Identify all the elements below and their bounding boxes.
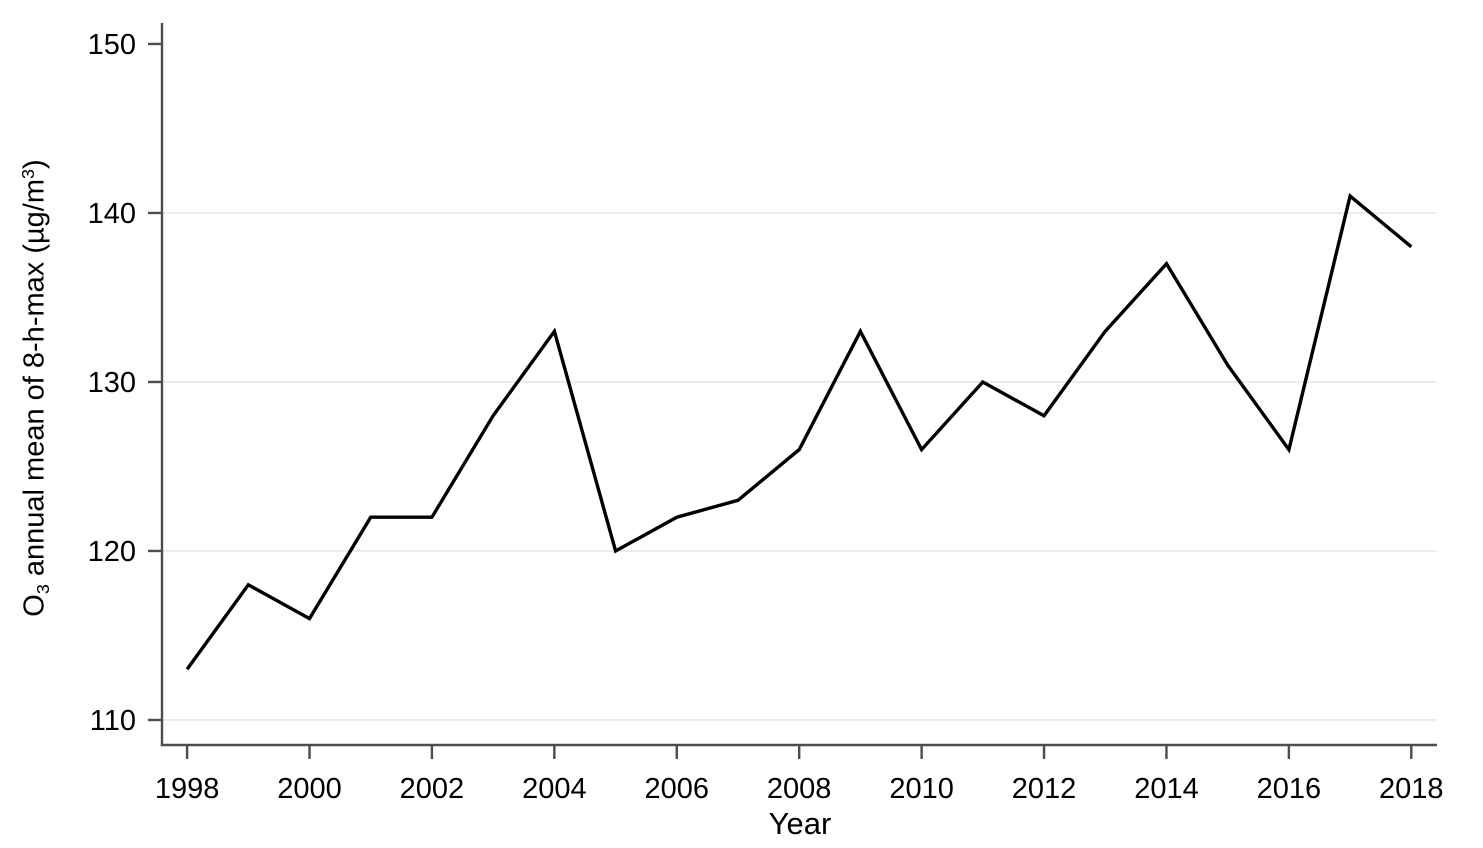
x-tick-label: 2002 [400, 773, 465, 805]
data-line [185, 193, 1413, 671]
y-axis-title-part: O [18, 594, 51, 617]
x-tick-label: 2008 [767, 773, 832, 805]
x-tick-label: 2010 [889, 773, 954, 805]
y-axis-title-part: 3 [33, 584, 54, 595]
y-axis-title: O3 annual mean of 8-h-max (µg/m3) [18, 159, 54, 616]
y-axis-title-part: ) [18, 159, 51, 169]
x-tick-label: 2018 [1379, 773, 1444, 805]
y-axis-title-part: 3 [17, 168, 38, 179]
x-tick-label: 2016 [1257, 773, 1322, 805]
x-axis-title: Year [768, 806, 832, 841]
x-tick-label: 1998 [155, 773, 220, 805]
y-tick-label: 140 [88, 198, 136, 230]
x-tick-label: 2000 [277, 773, 342, 805]
x-tick-label: 2012 [1012, 773, 1077, 805]
x-tick-label: 2006 [645, 773, 710, 805]
y-tick-label: 110 [90, 705, 136, 737]
y-tick-label: 120 [88, 536, 136, 568]
y-tick-label: 150 [88, 29, 136, 61]
x-tick-label: 2004 [522, 773, 587, 805]
y-tick-label: 130 [88, 367, 136, 399]
y-axis-title-part: annual mean of 8-h-max (µg/m [18, 178, 51, 585]
x-tick-label: 2014 [1134, 773, 1199, 805]
